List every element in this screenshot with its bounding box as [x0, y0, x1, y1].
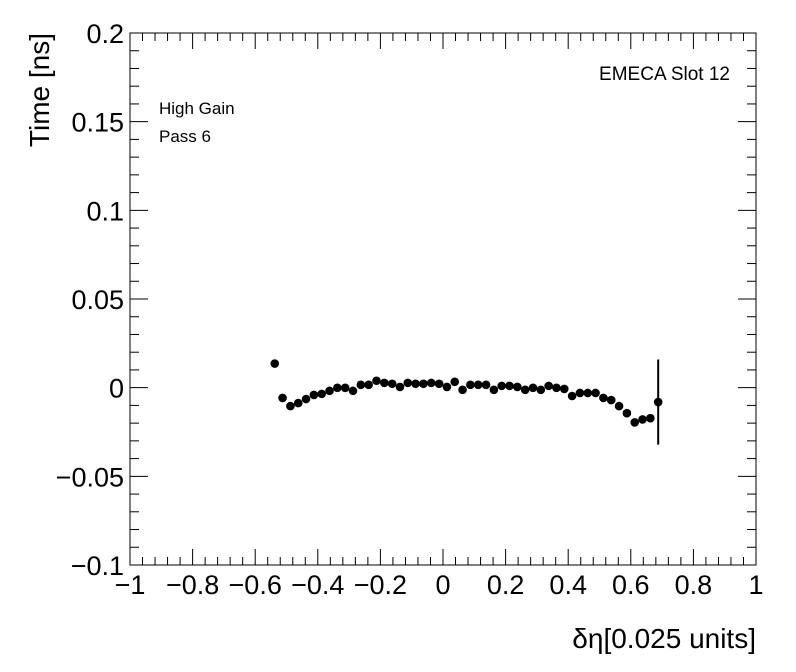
data-point — [340, 383, 350, 393]
y-tick-label: −0.1 — [71, 551, 124, 581]
x-tick-labels: −1 −0.8 −0.6 −0.4 −0.2 0 0.2 0.4 0.6 0.8 1 — [115, 570, 764, 600]
x-tick-label: −0.2 — [354, 570, 407, 600]
data-point — [646, 413, 655, 423]
data-point — [497, 381, 506, 391]
data-point — [536, 385, 546, 395]
data-point — [387, 379, 397, 389]
y-tick-label: −0.05 — [56, 462, 124, 492]
x-tick-label: −0.6 — [229, 570, 282, 600]
data-point — [528, 383, 538, 393]
data-point — [419, 379, 428, 389]
data-point — [372, 376, 381, 386]
data-points — [270, 359, 663, 427]
data-point — [411, 379, 420, 389]
x-tick-label: 1 — [748, 570, 763, 600]
data-point — [309, 390, 319, 400]
data-point — [426, 378, 436, 388]
x-tick-label: 0 — [435, 570, 450, 600]
annotation-gain: High Gain — [159, 99, 235, 118]
data-point — [520, 385, 530, 395]
data-point — [270, 359, 280, 368]
data-point — [380, 378, 389, 388]
y-tick-label: 0.15 — [71, 108, 124, 138]
data-point — [481, 380, 491, 390]
y-tick-label: 0 — [109, 374, 124, 404]
x-tick-label: 0.2 — [487, 570, 525, 600]
data-point — [614, 401, 624, 411]
data-point — [458, 385, 467, 395]
x-tick-label: −1 — [115, 570, 146, 600]
data-point — [599, 393, 608, 403]
data-point — [567, 391, 577, 401]
y-tick-labels: −0.1 −0.05 0 0.05 0.1 0.15 0.2 — [56, 19, 124, 581]
data-point — [278, 393, 287, 403]
axis-ticks — [129, 32, 757, 566]
y-tick-label: 0.05 — [71, 285, 124, 315]
data-point — [583, 388, 593, 398]
annotation-slot: EMECA Slot 12 — [599, 64, 730, 85]
data-point — [348, 386, 358, 396]
y-tick-label: 0.1 — [86, 196, 124, 226]
data-point — [552, 383, 561, 393]
data-point — [473, 380, 483, 390]
x-tick-label: −0.8 — [166, 570, 219, 600]
data-point — [301, 394, 311, 404]
data-point — [442, 382, 452, 392]
data-point — [638, 415, 647, 424]
data-point — [559, 384, 569, 394]
data-point — [333, 383, 342, 393]
x-tick-label: −0.4 — [291, 570, 344, 600]
data-point — [325, 386, 334, 396]
data-point — [575, 388, 585, 398]
data-point — [293, 398, 303, 408]
data-point — [544, 381, 553, 391]
y-axis-title: Time [ns] — [24, 33, 55, 147]
x-tick-label: 0.6 — [612, 570, 650, 600]
data-point — [450, 377, 460, 387]
data-point — [505, 381, 514, 391]
data-point — [364, 380, 373, 390]
data-point — [606, 395, 616, 405]
x-tick-label: 0.4 — [549, 570, 587, 600]
x-axis-title: δη[0.025 units] — [572, 623, 756, 654]
data-point — [395, 382, 405, 392]
data-point — [403, 378, 413, 388]
data-point — [317, 389, 327, 399]
annotation-pass: Pass 6 — [159, 127, 211, 146]
data-point — [466, 380, 475, 390]
data-point — [653, 397, 663, 407]
data-point — [622, 408, 632, 418]
data-point — [513, 382, 522, 392]
data-point — [356, 380, 366, 390]
data-point — [286, 401, 295, 411]
data-point — [591, 388, 600, 398]
data-point — [434, 379, 444, 389]
data-point — [489, 385, 499, 395]
y-tick-label: 0.2 — [86, 19, 124, 49]
x-tick-label: 0.8 — [675, 570, 713, 600]
data-point — [630, 418, 640, 427]
